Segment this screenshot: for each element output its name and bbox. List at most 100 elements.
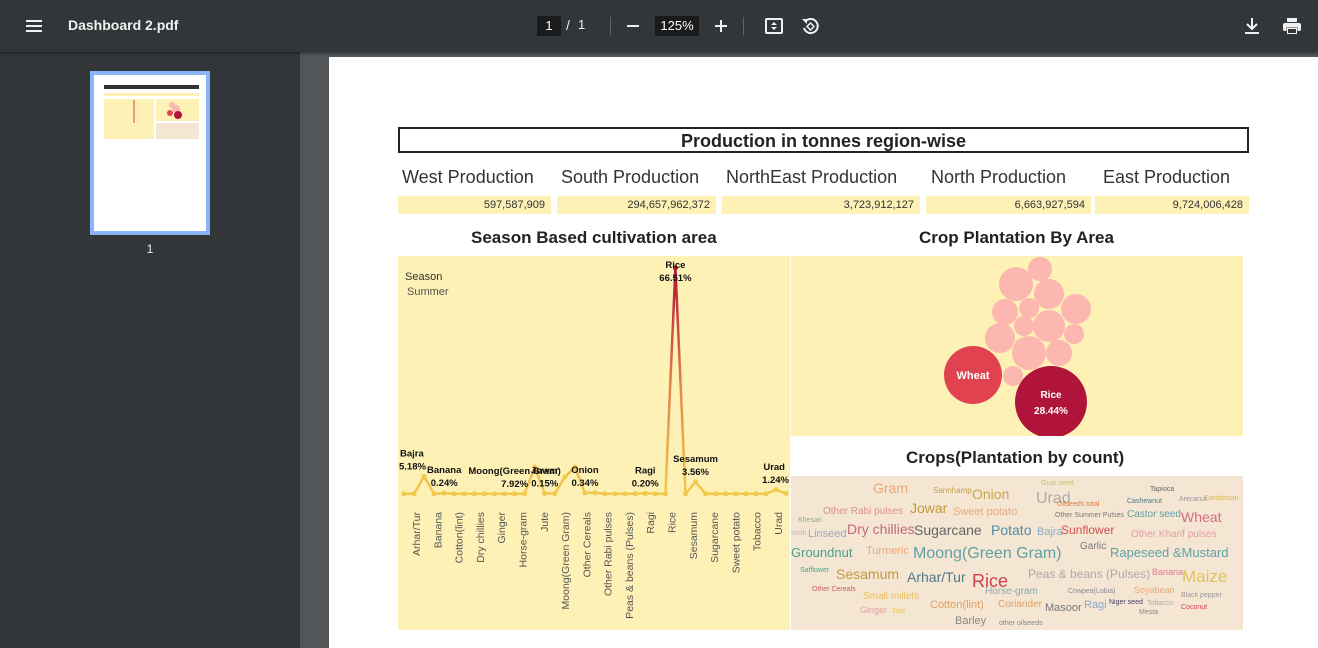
cloud-word: Jute xyxy=(892,608,906,615)
page-number-input[interactable]: 1 xyxy=(537,16,561,36)
cloud-chart-title: Crops(Plantation by count) xyxy=(906,448,1125,467)
season-legend-title: Season xyxy=(405,271,443,283)
document-viewer[interactable]: Production in tonnes region-wise West Pr… xyxy=(300,52,1318,648)
season-data-point xyxy=(602,491,608,497)
season-x-tick-label: Ginger xyxy=(496,511,508,543)
cloud-word: Rice xyxy=(972,571,1009,591)
print-icon[interactable] xyxy=(1280,14,1304,38)
season-x-tick-label: Sweet potato xyxy=(730,512,742,573)
crop-word-cloud: Gram Sannhamp Onion Guar seed Tapioca Urad Oil… xyxy=(791,476,1243,630)
region-label-east: East Production xyxy=(1103,167,1231,187)
season-data-point xyxy=(773,487,779,493)
zoom-out-icon[interactable] xyxy=(621,14,645,38)
region-label-northeast: NorthEast Production xyxy=(726,167,898,187)
fit-page-icon[interactable] xyxy=(762,14,786,38)
cloud-word: Sugarcane xyxy=(914,522,982,538)
season-data-label: Ragi 0.20% xyxy=(632,465,659,489)
zoom-in-icon[interactable] xyxy=(709,14,733,38)
season-data-point xyxy=(763,491,769,497)
cloud-word: Black pepper xyxy=(1181,592,1222,599)
season-chart-panel: Season Summer Bajra 5.18% Banana 0.24% Moong… xyxy=(398,256,790,630)
bubble xyxy=(1012,336,1046,370)
season-x-tick-label: Other Cereals xyxy=(581,512,593,577)
cloud-word: Cardamom xyxy=(1204,495,1239,502)
cloud-word: Onion xyxy=(972,486,1010,502)
season-data-point xyxy=(753,491,759,497)
cloud-word: Linseed xyxy=(808,528,847,540)
season-data-point xyxy=(713,491,719,497)
bubble xyxy=(1003,366,1023,386)
season-data-label: Sesamum 3.56% xyxy=(673,454,718,478)
thumbnail-page-number: 1 xyxy=(146,242,154,256)
page-thumbnail[interactable] xyxy=(90,71,210,235)
season-x-tick-label: Banana xyxy=(432,512,444,548)
season-data-point xyxy=(652,491,658,497)
season-data-point xyxy=(733,491,739,497)
season-data-point xyxy=(582,490,588,496)
cloud-word: Turmeric xyxy=(866,545,909,557)
cloud-word: Arecanut xyxy=(1179,496,1208,503)
cloud-word: Coconut xyxy=(1181,604,1208,611)
cloud-word: Ginger xyxy=(860,605,888,615)
cloud-word: Guar seed xyxy=(1041,480,1074,487)
cloud-word: Mesta xyxy=(1139,609,1159,616)
season-x-tick-label: Arhar/Tur xyxy=(411,512,423,556)
bubble xyxy=(1028,257,1052,281)
page-total: 1 xyxy=(578,17,586,32)
cloud-word: Tapioca xyxy=(1150,486,1175,493)
cloud-word: Sweet potato xyxy=(953,506,1018,518)
menu-icon[interactable] xyxy=(22,14,46,38)
season-data-point xyxy=(491,491,497,497)
cloud-word: Masoor xyxy=(1045,602,1082,614)
season-x-tick-label: Sesamum xyxy=(688,512,700,560)
cloud-word: Potato xyxy=(991,522,1032,538)
bubble xyxy=(1061,294,1091,324)
cloud-word: Horse-gram xyxy=(985,586,1038,597)
season-data-point xyxy=(572,464,578,470)
download-icon[interactable] xyxy=(1240,14,1264,38)
cloud-word: Jowar xyxy=(910,500,948,516)
report-title: Production in tonnes region-wise xyxy=(398,127,1249,153)
bubble-label-wheat: Wheat xyxy=(957,370,990,382)
bubble xyxy=(985,323,1015,353)
cloud-word: Arhar/Tur xyxy=(907,569,966,585)
season-x-tick-label: Cotton(lint) xyxy=(454,512,466,563)
bubble-value-rice: 28.44% xyxy=(1034,406,1068,417)
season-chart-title: Season Based cultivation area xyxy=(471,228,717,247)
bubble-label-rice: Rice xyxy=(1040,390,1062,401)
zoom-input[interactable]: 125% xyxy=(655,16,699,36)
page-separator: / xyxy=(566,17,570,33)
season-data-point xyxy=(552,490,558,496)
thumbnail-sidebar: 1 xyxy=(0,52,300,648)
season-data-point xyxy=(481,491,487,497)
season-data-point xyxy=(461,491,467,497)
season-x-tick-label: Horse-gram xyxy=(518,512,530,568)
pdf-toolbar: Dashboard 2.pdf 1 / 1 125% xyxy=(0,0,1318,52)
cloud-word: Wheat xyxy=(1181,509,1222,525)
season-data-point xyxy=(502,491,508,497)
season-data-point xyxy=(532,464,538,470)
region-value-northeast: 3,723,912,127 xyxy=(722,196,920,214)
season-data-point xyxy=(662,491,668,497)
bubble xyxy=(992,299,1018,325)
bubble xyxy=(1019,298,1039,318)
season-data-point xyxy=(431,491,437,497)
toolbar-divider xyxy=(743,17,744,35)
region-label-west: West Production xyxy=(402,167,534,187)
season-x-tick-label: Ragi xyxy=(645,512,657,534)
cloud-word: Other Rabi pulses xyxy=(823,506,904,517)
cloud-word: Gram xyxy=(873,480,908,496)
region-label-north: North Production xyxy=(931,167,1067,187)
cloud-word: Barley xyxy=(955,615,987,627)
plantation-bubble-chart: Wheat Rice 28.44% xyxy=(944,257,1091,438)
cloud-word: Urad xyxy=(1036,490,1071,507)
season-data-point xyxy=(401,491,407,497)
season-data-label: Rice 66.51% xyxy=(659,260,692,284)
cloud-word: Bajra xyxy=(1037,526,1063,538)
bubble xyxy=(999,267,1033,301)
season-data-point xyxy=(592,490,598,496)
cloud-word: Peas & beans (Pulses) xyxy=(1028,567,1151,581)
rotate-icon[interactable] xyxy=(798,14,822,38)
cloud-word: Khesari xyxy=(798,517,822,524)
cloud-word: other oilseeds xyxy=(999,620,1043,627)
